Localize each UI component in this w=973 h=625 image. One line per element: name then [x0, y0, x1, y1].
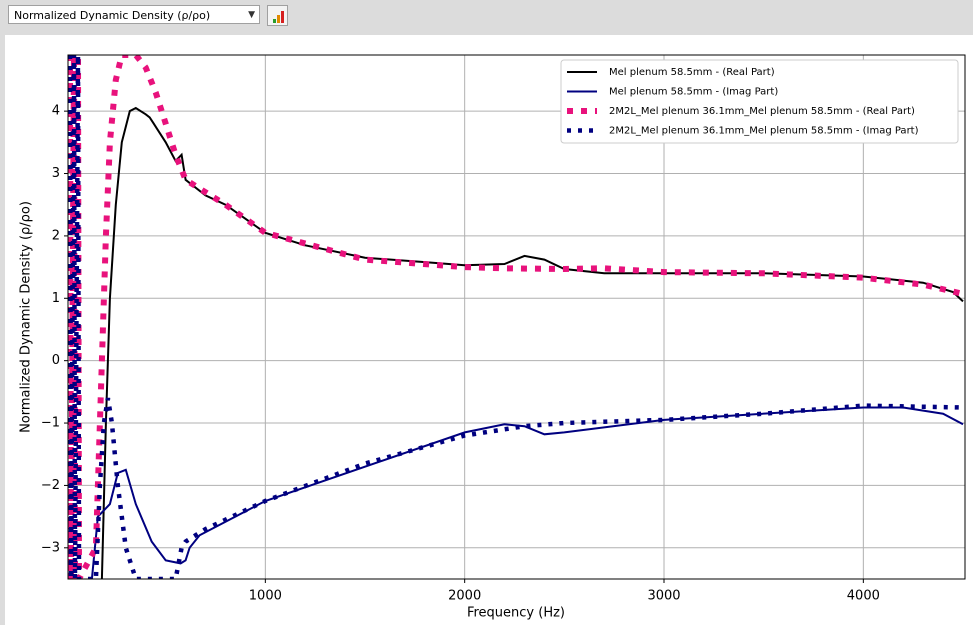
- plot-frame: [67, 54, 966, 580]
- series-line: [68, 55, 964, 579]
- legend-label: Mel plenum 58.5mm - (Real Part): [609, 67, 775, 78]
- x-tick-label: 3000: [647, 589, 680, 604]
- dropdown-text: Normalized Dynamic Density (ρ/ρo): [14, 9, 211, 22]
- y-tick-label: 0: [52, 353, 60, 368]
- y-tick-label: 1: [52, 291, 60, 306]
- x-tick-label: 1000: [249, 589, 282, 604]
- quantity-dropdown[interactable]: Normalized Dynamic Density (ρ/ρo) ▼: [8, 5, 260, 24]
- y-tick-label: 2: [52, 228, 60, 243]
- y-tick-label: −3: [41, 540, 60, 555]
- legend-label: Mel plenum 58.5mm - (Imag Part): [609, 87, 778, 98]
- dropdown-arrow: ▼: [248, 10, 255, 20]
- x-tick-label: 2000: [448, 589, 481, 604]
- y-tick-label: 4: [52, 104, 60, 119]
- legend-label: 2M2L_Mel plenum 36.1mm_Mel plenum 58.5mm…: [609, 106, 915, 117]
- y-axis-label: Normalized Dynamic Density (ρ/ρo): [19, 201, 34, 433]
- plot-area: [68, 55, 964, 579]
- legend-box: [560, 59, 959, 144]
- legend-label: 2M2L_Mel plenum 36.1mm_Mel plenum 58.5mm…: [609, 126, 919, 137]
- chart-icon: [273, 11, 284, 23]
- chart-options-button[interactable]: [267, 5, 288, 26]
- toolbar: Normalized Dynamic Density (ρ/ρo) ▼: [0, 0, 973, 35]
- y-tick-label: −2: [41, 478, 60, 493]
- legend: Mel plenum 58.5mm - (Real Part) Mel plenu…: [560, 59, 959, 144]
- x-axis-label: Frequency (Hz): [467, 606, 565, 621]
- series-line: [90, 406, 964, 579]
- x-tick-label: 4000: [847, 589, 880, 604]
- y-tick-label: −1: [41, 416, 60, 431]
- series-line: [100, 106, 964, 579]
- y-tick-label: 3: [52, 166, 60, 181]
